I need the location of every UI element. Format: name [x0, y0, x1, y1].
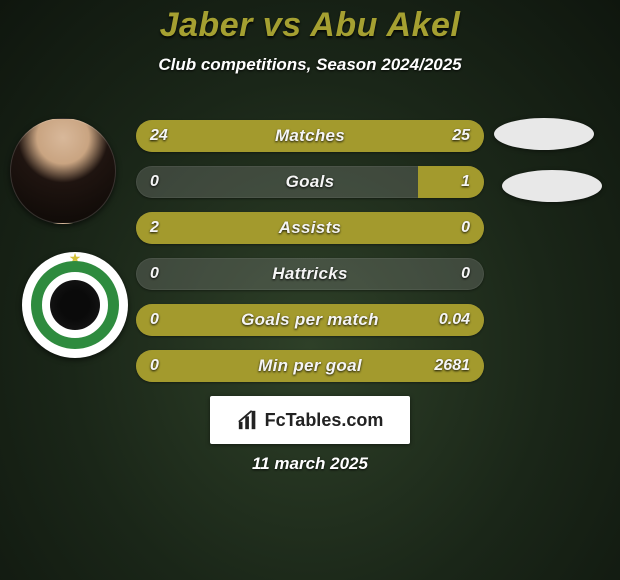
source-logo-text: FcTables.com [265, 410, 384, 431]
player1-avatar [10, 118, 116, 224]
stat-row-goals-per-match: 0 Goals per match 0.04 [136, 304, 484, 336]
player2-avatar-placeholder [494, 118, 594, 150]
stat-label: Hattricks [136, 258, 484, 290]
stat-label: Matches [136, 120, 484, 152]
page-title: Jaber vs Abu Akel [0, 0, 620, 45]
player2-crest-placeholder [502, 170, 602, 202]
source-logo: FcTables.com [210, 396, 410, 444]
stat-bars: 24 Matches 25 0 Goals 1 2 Assists 0 0 Ha… [136, 120, 484, 396]
stat-right-value: 0.04 [439, 304, 470, 336]
subtitle: Club competitions, Season 2024/2025 [0, 55, 620, 75]
stat-row-assists: 2 Assists 0 [136, 212, 484, 244]
chart-icon [237, 409, 259, 431]
stat-row-min-per-goal: 0 Min per goal 2681 [136, 350, 484, 382]
stat-right-value: 25 [452, 120, 470, 152]
infographic-root: Jaber vs Abu Akel Club competitions, Sea… [0, 0, 620, 580]
crest-inner [50, 280, 100, 330]
stat-right-value: 2681 [434, 350, 470, 382]
stat-row-goals: 0 Goals 1 [136, 166, 484, 198]
stat-label: Assists [136, 212, 484, 244]
stat-right-value: 0 [461, 258, 470, 290]
stat-label: Goals [136, 166, 484, 198]
stat-row-hattricks: 0 Hattricks 0 [136, 258, 484, 290]
player2-column [492, 118, 602, 202]
player1-club-crest: ★ [22, 252, 128, 358]
stat-right-value: 1 [461, 166, 470, 198]
player1-column: ★ [8, 118, 128, 358]
stat-right-value: 0 [461, 212, 470, 244]
stat-row-matches: 24 Matches 25 [136, 120, 484, 152]
date-text: 11 march 2025 [0, 454, 620, 474]
stat-label: Min per goal [136, 350, 484, 382]
stat-label: Goals per match [136, 304, 484, 336]
